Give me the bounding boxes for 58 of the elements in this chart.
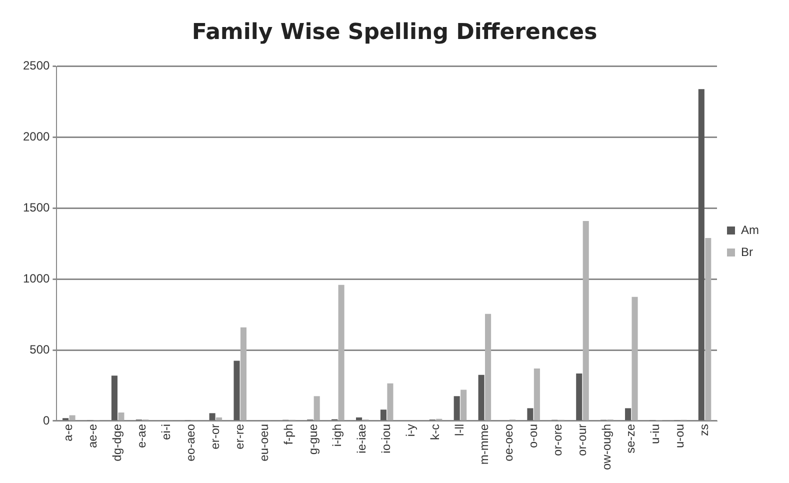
bar (534, 368, 540, 420)
x-tick-label: er-re (232, 424, 246, 450)
y-tick-label: 2000 (22, 130, 50, 144)
bar (625, 408, 632, 420)
bar (698, 89, 704, 420)
y-tick-label: 1000 (22, 271, 50, 286)
bar (454, 396, 460, 420)
x-tick-label: k-c (428, 424, 442, 440)
y-tick-label: 0 (43, 413, 50, 428)
bar (632, 296, 638, 420)
bar (338, 284, 344, 420)
bar (380, 410, 387, 420)
x-tick-label: f-ph (281, 424, 296, 445)
x-tick-label: ie-iae (354, 424, 369, 454)
bar (705, 238, 712, 420)
legend-label: Br (741, 244, 754, 259)
x-tick-label: e-ae (134, 424, 149, 448)
x-tick-label: er-or (208, 424, 222, 450)
bar (582, 220, 589, 420)
bar (314, 396, 320, 420)
x-tick-label: ae-e (86, 424, 100, 448)
x-tick-label: eo-aeo (184, 424, 198, 462)
x-tick-label: or-our (574, 424, 589, 456)
x-tick-label: ei-i (159, 424, 174, 440)
x-tick-label: g-gue (306, 424, 320, 455)
bar (527, 408, 534, 420)
x-tick-label: dg-dge (110, 424, 124, 462)
bar (240, 327, 247, 420)
bar (460, 390, 467, 420)
x-tick-label: u-iu (648, 424, 662, 444)
x-tick-label: i-igh (330, 424, 344, 447)
x-tick-label: m-mme (476, 424, 491, 465)
x-tick-label: l-ll (452, 424, 467, 436)
x-tick-label: eu-oeu (256, 424, 271, 462)
x-tick-label: o-ou (526, 424, 540, 448)
bar (209, 413, 216, 420)
x-tick-label: zs (697, 424, 712, 436)
x-tick-label: ow-ough (599, 424, 614, 470)
y-tick-label: 2500 (22, 58, 50, 73)
y-tick-label: 1500 (22, 200, 50, 215)
legend-label: Am (741, 222, 760, 237)
bar (118, 412, 124, 420)
x-tick-label: or-ore (550, 424, 564, 456)
x-tick-label: se-ze (624, 424, 638, 454)
bar (111, 376, 118, 420)
x-tick-label: u-ou (672, 424, 687, 448)
x-tick-label: oe-oeo (501, 424, 516, 462)
x-tick-label: i-y (404, 424, 418, 437)
bar (69, 415, 76, 420)
x-tick-label: io-iou (379, 424, 394, 454)
y-tick-label: 500 (30, 342, 50, 356)
bar (485, 314, 492, 420)
bar (576, 373, 582, 420)
bar (387, 383, 394, 420)
bar (478, 374, 484, 420)
x-tick-label: a-e (61, 424, 76, 442)
chart-title: Family Wise Spelling Differences (192, 20, 598, 45)
bar (234, 360, 240, 420)
